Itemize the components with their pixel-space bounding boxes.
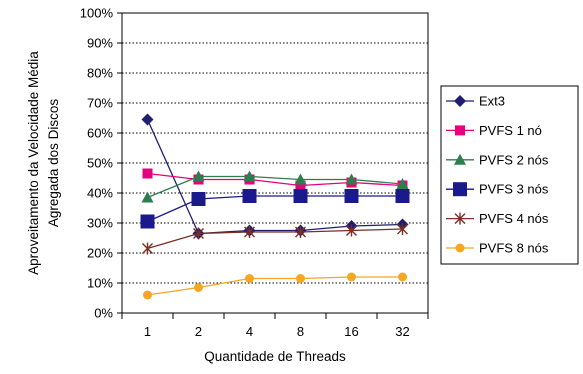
data-point [395,189,410,203]
legend-label: PVFS 3 nós [479,182,549,197]
legend-item: PVFS 2 nós [446,152,549,167]
legend-marker [455,125,465,136]
data-point [191,192,206,206]
x-axis-ticks: 1 2 4 8 16 32 [121,313,429,339]
x-tick-label: 8 [297,324,304,339]
y-tick-label: 90% [87,36,113,51]
legend-marker [453,182,467,197]
legend-marker [454,153,466,165]
x-tick-label: 2 [195,324,202,339]
data-point [346,224,357,237]
series-2 [142,168,408,191]
data-point [243,170,256,182]
legend-item: Ext3 [446,94,505,109]
legend-item: PVFS 4 nós [446,211,549,226]
series-group [140,113,410,300]
legend-item: PVFS 1 nó [446,123,542,138]
data-point [140,214,155,229]
legend-marker [455,243,465,253]
series-5 [142,223,408,255]
legend-item: PVFS 3 nós [446,182,549,197]
series-1 [141,113,409,240]
data-point [295,180,306,191]
data-point [244,226,255,238]
data-point [142,168,153,179]
y-tick-label: 20% [87,246,113,261]
data-point [245,274,254,283]
series-line [147,172,403,187]
y-tick-label: 80% [87,66,113,81]
data-point [295,226,306,238]
legend: Ext3 PVFS 1 nó PVFS 2 nós PVFS 3 nós PVFS 4 … [440,85,579,265]
series-line [147,195,403,223]
y-axis-ticks: 0% 10% 20% 30% 40% 50% 60% 70% 80% 90% 100% [80,6,122,321]
x-axis-title: Quantidade de Threads [204,349,346,364]
x-tick-label: 1 [144,324,151,339]
data-point [242,189,257,203]
legend-marker [454,95,466,107]
data-point [143,290,152,300]
data-point [293,189,308,203]
series-4 [140,189,410,229]
data-point [294,173,307,185]
y-tick-label: 50% [87,156,113,171]
data-point [345,173,358,185]
x-tick-label: 16 [344,324,358,339]
data-point [192,170,205,182]
legend-items: Ext3 PVFS 1 nó PVFS 2 nós PVFS 3 nós PVFS 4 … [446,94,549,256]
gridlines [122,42,428,284]
data-point [344,189,359,203]
legend-box [440,85,579,265]
y-tick-label: 100% [80,6,114,21]
legend-label: PVFS 1 nó [479,123,542,138]
legend-label: Ext3 [479,94,505,109]
data-point [396,178,409,189]
legend-label: PVFS 2 nós [479,152,549,167]
data-point [142,242,153,255]
data-point [296,274,305,283]
y-tick-label: 30% [87,216,113,231]
y-tick-label: 70% [87,96,113,111]
y-tick-label: 0% [94,306,113,321]
legend-item: PVFS 8 nós [446,241,549,256]
legend-label: PVFS 4 nós [479,211,549,226]
series-line [146,119,403,235]
y-axis-title-line2: Agregada dos Discos [46,99,61,228]
series-3 [141,170,409,203]
data-point [141,191,154,203]
x-tick-label: 32 [395,324,409,339]
series-line [147,228,403,250]
x-tick-label: 4 [246,324,253,339]
y-tick-label: 60% [87,126,113,141]
data-point [141,113,154,126]
y-tick-label: 10% [87,276,113,291]
data-point [398,272,407,282]
data-point [397,223,408,235]
data-point [347,272,356,282]
series-line [147,276,403,296]
legend-marker [454,212,466,225]
legend-label: PVFS 8 nós [479,241,549,256]
series-line [147,175,403,199]
data-point [193,227,204,240]
y-axis-title-line1: Aproveitamento da Velocidade Média [26,51,41,275]
y-tick-label: 40% [87,186,113,201]
series-6 [143,272,407,300]
data-point [194,283,203,292]
